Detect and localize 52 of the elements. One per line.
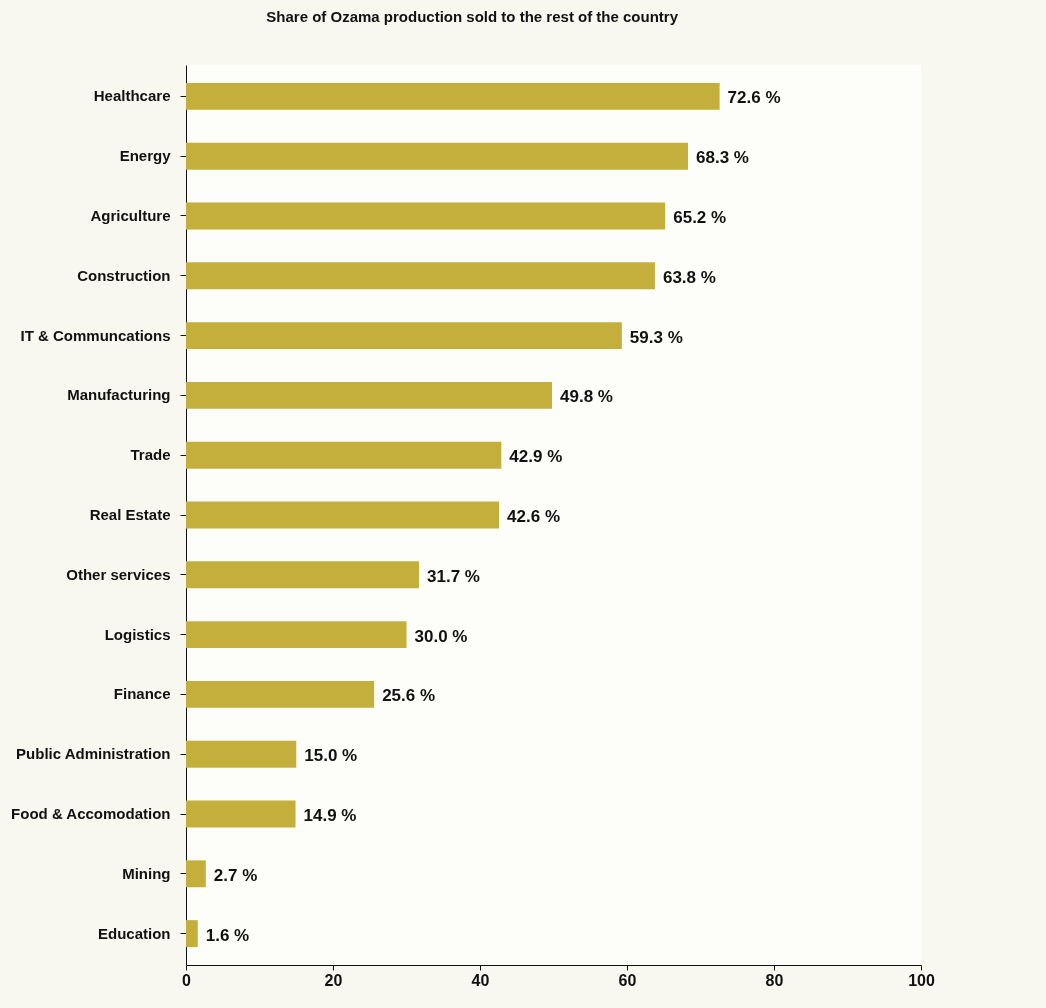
bar: [186, 322, 622, 350]
y-tick-label: Healthcare: [93, 87, 171, 105]
bar: [186, 441, 502, 469]
y-tick-label: Food & Accomodation: [11, 805, 171, 822]
bar: [186, 920, 198, 948]
bar: [186, 680, 375, 708]
y-tick-label: Trade: [130, 446, 171, 464]
bar: [186, 202, 666, 230]
bar: [186, 740, 297, 768]
y-tick-label: Education: [97, 924, 171, 942]
bar: [186, 800, 296, 828]
data-label: 68.3 %: [696, 148, 749, 168]
bar: [186, 621, 407, 649]
data-label: 14.9 %: [303, 806, 357, 825]
data-label: 72.6 %: [727, 88, 781, 108]
y-tick-label: Energy: [119, 147, 172, 165]
x-tick-label: 80: [765, 971, 784, 989]
x-tick-label: 0: [182, 971, 192, 989]
bar: [186, 262, 655, 290]
data-label: 42.9 %: [509, 447, 563, 467]
data-label: 1.6 %: [205, 925, 250, 945]
data-label: 30.0 %: [414, 626, 468, 646]
bar: [186, 142, 688, 170]
y-tick-label: Finance: [113, 685, 171, 703]
data-label: 25.6 %: [382, 686, 436, 706]
y-tick-label: Construction: [77, 266, 171, 284]
data-label: 42.6 %: [507, 507, 561, 526]
data-label: 15.0 %: [304, 746, 358, 766]
x-tick-label: 60: [618, 971, 637, 989]
x-tick-label: 20: [324, 971, 343, 989]
data-label: 2.7 %: [213, 865, 258, 885]
data-label: 31.7 %: [426, 566, 480, 586]
bar: [186, 381, 553, 409]
bar: [186, 561, 419, 589]
y-tick-label: Mining: [122, 864, 171, 882]
x-tick-label: 40: [471, 971, 490, 989]
y-tick-label: Logistics: [104, 625, 171, 643]
x-tick-label: 100: [908, 971, 935, 989]
data-label: 65.2 %: [673, 208, 727, 227]
bar: [186, 82, 720, 110]
y-tick-label: Manufacturing: [67, 386, 171, 404]
y-tick-label: IT & Communcations: [20, 326, 171, 344]
y-tick-label: Public Administration: [16, 745, 171, 763]
chart-title: Share of Ozama production sold to the rest of the country: [266, 8, 679, 25]
y-tick-label: Agriculture: [90, 207, 171, 224]
data-label: 59.3 %: [629, 327, 683, 347]
data-label: 49.8 %: [560, 387, 613, 407]
bar: [186, 860, 206, 888]
bar: [186, 501, 500, 529]
data-label: 63.8 %: [662, 267, 716, 287]
y-tick-label: Other services: [66, 565, 171, 583]
y-tick-label: Real Estate: [89, 506, 171, 523]
